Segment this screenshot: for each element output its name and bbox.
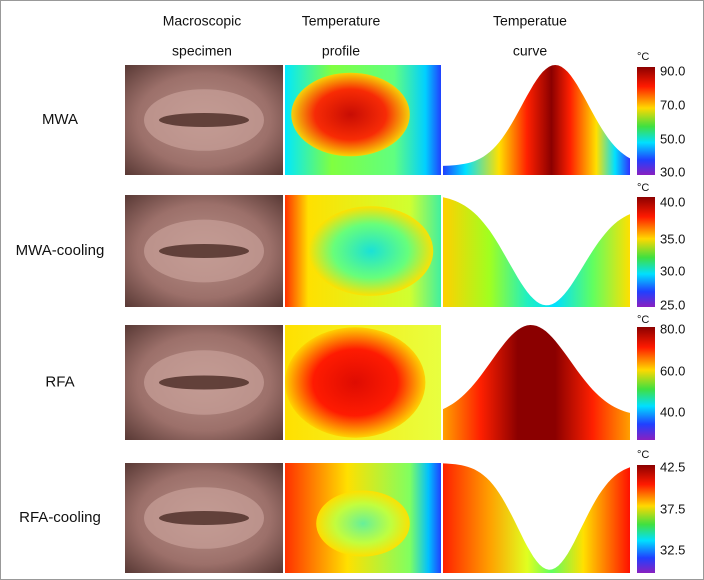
colorbar-unit: °C — [637, 182, 649, 194]
column-header: Temperature — [302, 13, 381, 29]
colorbar-tick: 40.0 — [660, 194, 685, 209]
colorbar-unit: °C — [637, 449, 649, 461]
colorbar — [637, 197, 655, 307]
lesion-core — [159, 113, 249, 127]
colorbar-tick: 70.0 — [660, 97, 685, 112]
colorbar-tick: 90.0 — [660, 63, 685, 78]
colorbar-tick: 25.0 — [660, 297, 685, 312]
colorbar — [637, 465, 655, 573]
profile-core — [316, 490, 410, 557]
row-label: MWA-cooling — [16, 242, 105, 259]
colorbar-unit: °C — [637, 51, 649, 63]
colorbar-tick: 30.0 — [660, 263, 685, 278]
row-label: MWA — [42, 111, 78, 128]
column-header: specimen — [172, 43, 232, 59]
curve-area — [443, 325, 630, 440]
curve-area — [443, 197, 630, 307]
row-label: RFA — [45, 373, 74, 390]
colorbar-tick: 42.5 — [660, 459, 685, 474]
colorbar-tick: 80.0 — [660, 321, 685, 336]
lesion-core — [159, 244, 249, 258]
colorbar-tick: 32.5 — [660, 542, 685, 557]
colorbar-tick: 60.0 — [660, 363, 685, 378]
curve-area — [443, 463, 630, 573]
column-header: Temperatue — [493, 13, 567, 29]
colorbar-tick: 30.0 — [660, 164, 685, 179]
row-label: RFA-cooling — [19, 509, 101, 526]
colorbar-unit: °C — [637, 314, 649, 326]
colorbar-tick: 50.0 — [660, 131, 685, 146]
column-header: curve — [513, 43, 547, 59]
colorbar-tick: 40.0 — [660, 404, 685, 419]
lesion-core — [159, 375, 249, 390]
profile-core — [291, 72, 410, 157]
colorbar — [637, 67, 655, 175]
column-header: profile — [322, 43, 360, 59]
profile-core — [308, 206, 434, 296]
curve-area — [443, 65, 630, 175]
profile-core — [285, 327, 426, 438]
column-header: Macroscopic — [163, 13, 242, 29]
colorbar — [637, 327, 655, 440]
colorbar-tick: 35.0 — [660, 231, 685, 246]
lesion-core — [159, 511, 249, 525]
colorbar-tick: 37.5 — [660, 501, 685, 516]
